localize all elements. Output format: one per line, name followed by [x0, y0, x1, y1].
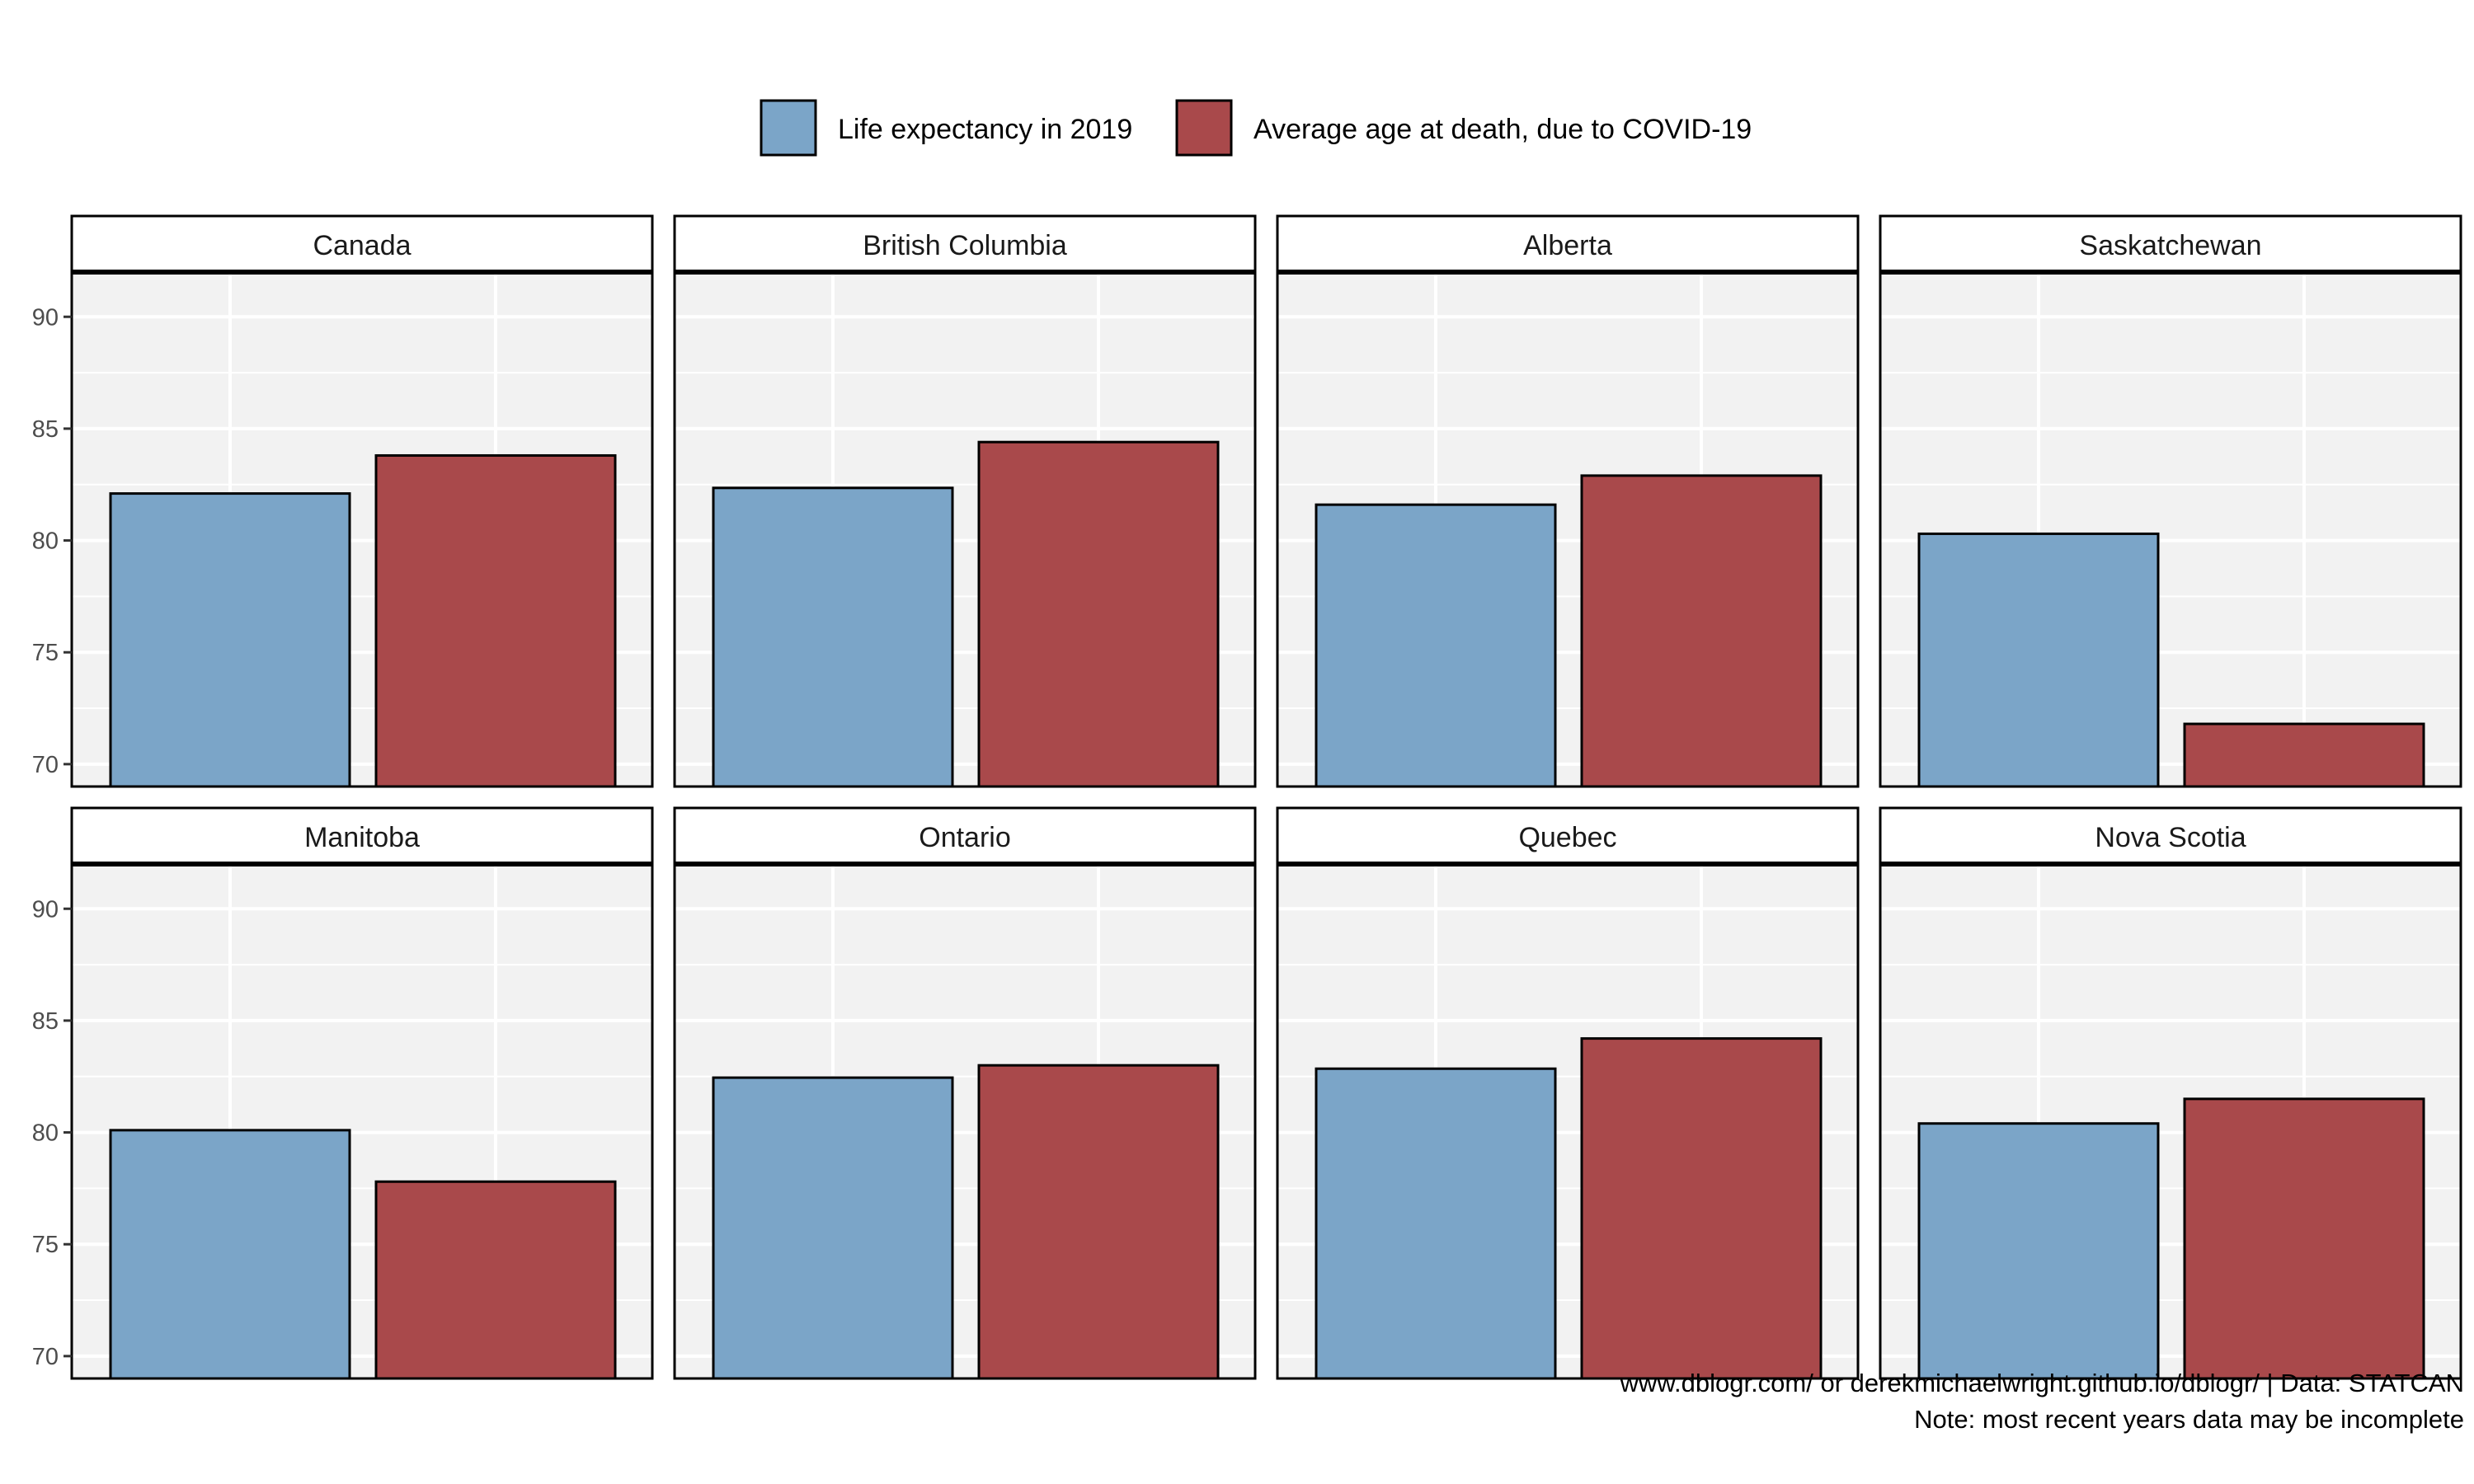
- panel-title: Manitoba: [304, 822, 420, 853]
- panel-nova-scotia: Nova Scotia: [1879, 806, 2462, 1380]
- y-tick-label: 75: [32, 1232, 59, 1258]
- bar-covid-age-at-death: [374, 1180, 617, 1380]
- panel-title: Canada: [313, 230, 411, 261]
- bar-covid-age-at-death: [977, 440, 1220, 788]
- panel-strip: [673, 214, 1257, 274]
- bar-covid-age-at-death: [977, 1064, 1220, 1380]
- y-tick-label: 90: [32, 304, 59, 331]
- panel-title: Saskatchewan: [2079, 230, 2261, 261]
- y-tick-label: 70: [32, 1344, 59, 1370]
- y-tick-label: 80: [32, 1120, 59, 1147]
- panel-title: Quebec: [1518, 822, 1616, 853]
- bar-life-expectancy: [1315, 503, 1557, 788]
- panel-quebec: Quebec: [1276, 806, 1860, 1380]
- panel-alberta: Alberta: [1276, 214, 1860, 788]
- legend: Life expectancy in 2019 Average age at de…: [760, 99, 1752, 157]
- bar-life-expectancy: [1917, 1122, 2160, 1380]
- caption: www.dblogr.com/ or derekmichaelwright.gi…: [1620, 1369, 2464, 1434]
- panel-canada: Canada 70 75 80 85 90: [32, 214, 654, 788]
- bar-covid-age-at-death: [1580, 1037, 1823, 1380]
- bar-covid-age-at-death: [374, 453, 617, 788]
- bar-life-expectancy: [1315, 1067, 1557, 1380]
- bar-life-expectancy: [712, 1076, 954, 1380]
- panel-title: Nova Scotia: [2095, 822, 2246, 853]
- y-tick-label: 90: [32, 896, 59, 923]
- y-tick-label: 80: [32, 528, 59, 555]
- panel-strip: [1879, 214, 2462, 274]
- panel-strip: [70, 214, 654, 274]
- bar-life-expectancy: [712, 486, 954, 788]
- caption-line-1: www.dblogr.com/ or derekmichaelwright.gi…: [1620, 1369, 2464, 1397]
- bar-life-expectancy: [109, 1129, 351, 1380]
- y-tick-label: 75: [32, 640, 59, 666]
- bar-covid-age-at-death: [1580, 474, 1823, 788]
- caption-line-2: Note: most recent years data may be inco…: [1914, 1405, 2464, 1434]
- facet-panels: Canada 70 75 80 85 90 British Columbia Alberta S…: [32, 214, 2462, 1380]
- legend-label-1: Life expectancy in 2019: [838, 114, 1132, 145]
- legend-label-2: Average age at death, due to COVID-19: [1253, 114, 1752, 145]
- panel-saskatchewan: Saskatchewan: [1879, 214, 2462, 788]
- panel-ontario: Ontario: [673, 806, 1257, 1380]
- panel-strip: [1276, 806, 1860, 866]
- y-tick-label: 70: [32, 752, 59, 778]
- legend-key-2: [1175, 99, 1233, 157]
- panel-manitoba: Manitoba 70 75 80 85 90: [32, 806, 654, 1380]
- bar-life-expectancy: [1917, 532, 2160, 788]
- y-tick-label: 85: [32, 416, 59, 443]
- panel-title: Alberta: [1523, 230, 1612, 261]
- panel-title: Ontario: [919, 822, 1011, 853]
- bar-covid-age-at-death: [2183, 1097, 2425, 1380]
- panel-title: British Columbia: [863, 230, 1067, 261]
- legend-key-1: [760, 99, 817, 157]
- panel-british-columbia: British Columbia: [673, 214, 1257, 788]
- bar-life-expectancy: [109, 492, 351, 788]
- y-tick-label: 85: [32, 1008, 59, 1035]
- panel-strip: [1879, 806, 2462, 866]
- panel-strip: [673, 806, 1257, 866]
- bar-covid-age-at-death: [2183, 722, 2425, 788]
